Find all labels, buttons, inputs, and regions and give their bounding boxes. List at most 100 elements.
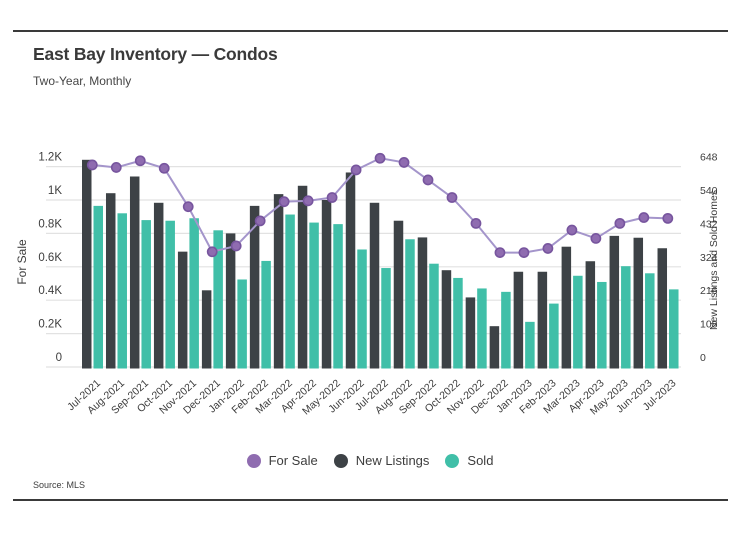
legend-item-sold: Sold — [445, 453, 493, 468]
y-right-tick-label: 432 — [700, 218, 718, 230]
bar-new-listings-Mar-2023 — [561, 246, 572, 369]
y-left-tick-label: 0.6K — [38, 252, 62, 264]
bar-new-listings-Oct-2022 — [441, 270, 452, 369]
for-sale-point-Jan-2022 — [230, 240, 242, 252]
for-sale-point-May-2022 — [326, 192, 338, 203]
bar-new-listings-Sep-2021 — [129, 176, 140, 369]
bar-new-listings-Aug-2022 — [393, 220, 404, 369]
for-sale-point-May-2023 — [614, 217, 626, 229]
for-sale-point-Jan-2023 — [518, 247, 530, 259]
for-sale-point-Jul-2021 — [86, 159, 98, 171]
y-right-tick-label: 324 — [700, 252, 718, 264]
chart-canvas: 0 0 0.2K 108 0.4K 216 0.6K 324 0.8K 432 1K 540 1.2K 6… — [15, 152, 720, 418]
bar-sold-Apr-2023 — [597, 281, 607, 369]
legend-label: For Sale — [268, 453, 318, 468]
new-listings-legend-dot-icon — [333, 453, 348, 468]
for-sale-point-Mar-2022 — [278, 196, 290, 208]
bar-sold-Jul-2022 — [381, 268, 391, 369]
bar-new-listings-Nov-2022 — [465, 297, 476, 369]
bar-sold-Apr-2022 — [309, 222, 319, 369]
legend-item-for-sale: For Sale — [246, 453, 318, 468]
chart-subtitle: Two-Year, Monthly — [33, 74, 132, 88]
for-sale-point-Aug-2022 — [398, 157, 410, 168]
bar-new-listings-Feb-2023 — [537, 271, 548, 369]
y-left-tick-label: 0 — [56, 352, 62, 364]
bar-new-listings-Nov-2021 — [177, 251, 188, 369]
bar-new-listings-Mar-2022 — [273, 194, 284, 369]
bar-sold-May-2023 — [621, 266, 631, 369]
y-left-tick-label: 1.2K — [38, 152, 62, 164]
bar-sold-Sep-2021 — [141, 220, 151, 369]
y-right-tick-label: 0 — [700, 352, 706, 364]
for-sale-point-Sep-2022 — [422, 174, 434, 186]
bar-new-listings-Apr-2022 — [297, 185, 308, 369]
bar-sold-Jan-2023 — [525, 321, 535, 369]
for-sale-point-Feb-2022 — [254, 215, 266, 227]
for-sale-point-Jul-2022 — [374, 152, 386, 164]
bar-new-listings-Jul-2021 — [82, 159, 92, 369]
for-sale-legend-dot-icon — [246, 453, 261, 468]
bar-sold-Dec-2022 — [501, 291, 511, 369]
bar-new-listings-Jun-2022 — [345, 172, 356, 369]
bar-sold-Nov-2022 — [477, 288, 487, 369]
bar-new-listings-Oct-2021 — [153, 202, 164, 369]
bar-sold-Jul-2021 — [93, 205, 103, 369]
bar-new-listings-Jun-2023 — [633, 237, 644, 369]
source-note: Source: MLS — [33, 480, 86, 490]
bar-sold-Aug-2022 — [405, 239, 415, 369]
bar-new-listings-Apr-2023 — [585, 261, 596, 369]
for-sale-point-Jun-2023 — [638, 212, 650, 223]
y-right-tick-label: 216 — [700, 285, 718, 297]
for-sale-point-Aug-2021 — [110, 162, 122, 173]
bar-sold-Jun-2022 — [357, 249, 367, 369]
y-right-axis-title: New Listings and Sold Homes — [708, 190, 720, 330]
for-sale-point-Nov-2021 — [182, 201, 194, 213]
legend-label: New Listings — [355, 453, 430, 468]
bar-new-listings-Sep-2022 — [417, 237, 428, 369]
bar-new-listings-Jan-2022 — [225, 233, 236, 369]
bar-sold-Jul-2023 — [669, 289, 679, 369]
chart-legend: For Sale New Listings Sold — [0, 453, 740, 468]
y-left-tick-label: 1K — [48, 185, 62, 197]
bar-sold-Sep-2022 — [429, 263, 439, 369]
bar-new-listings-Aug-2021 — [105, 193, 116, 369]
for-sale-line — [92, 157, 668, 254]
for-sale-point-Dec-2021 — [206, 246, 218, 258]
y-left-tick-label: 0.4K — [38, 285, 62, 297]
bar-new-listings-Dec-2021 — [201, 290, 212, 369]
chart-title: East Bay Inventory — Condos — [33, 44, 278, 64]
bar-sold-Mar-2022 — [285, 214, 295, 369]
y-right-tick-label: 108 — [700, 319, 718, 331]
y-left-tick-label: 0.8K — [38, 218, 62, 230]
bar-sold-Oct-2022 — [453, 277, 463, 369]
for-sale-point-Dec-2022 — [494, 247, 506, 259]
for-sale-point-Oct-2021 — [158, 162, 170, 174]
bar-new-listings-Jul-2023 — [657, 248, 668, 369]
bar-new-listings-May-2022 — [321, 200, 332, 369]
for-sale-point-Jun-2022 — [350, 164, 362, 176]
for-sale-point-Sep-2021 — [134, 155, 146, 167]
bar-sold-Mar-2023 — [573, 275, 583, 369]
top-divider — [13, 30, 728, 32]
bar-sold-May-2022 — [333, 224, 343, 369]
bar-sold-Nov-2021 — [189, 218, 199, 369]
for-sale-point-Apr-2023 — [590, 233, 602, 244]
bar-new-listings-Dec-2022 — [489, 326, 500, 369]
y-right-tick-label: 540 — [700, 185, 718, 197]
for-sale-point-Nov-2022 — [470, 217, 482, 229]
bar-new-listings-Jan-2023 — [513, 271, 524, 369]
bar-sold-Aug-2021 — [117, 213, 127, 369]
for-sale-point-Mar-2023 — [566, 224, 578, 236]
legend-label: Sold — [467, 453, 494, 468]
bar-sold-Oct-2021 — [165, 220, 175, 369]
sold-legend-dot-icon — [445, 453, 460, 468]
bar-new-listings-May-2023 — [609, 235, 620, 369]
bar-sold-Feb-2022 — [261, 260, 271, 369]
for-sale-point-Apr-2022 — [302, 195, 314, 207]
bar-sold-Jun-2023 — [645, 273, 655, 369]
y-left-tick-label: 0.2K — [38, 319, 62, 331]
legend-item-new-listings: New Listings — [333, 453, 430, 468]
bar-new-listings-Feb-2022 — [249, 205, 260, 369]
y-left-axis-title: For Sale — [15, 239, 29, 285]
